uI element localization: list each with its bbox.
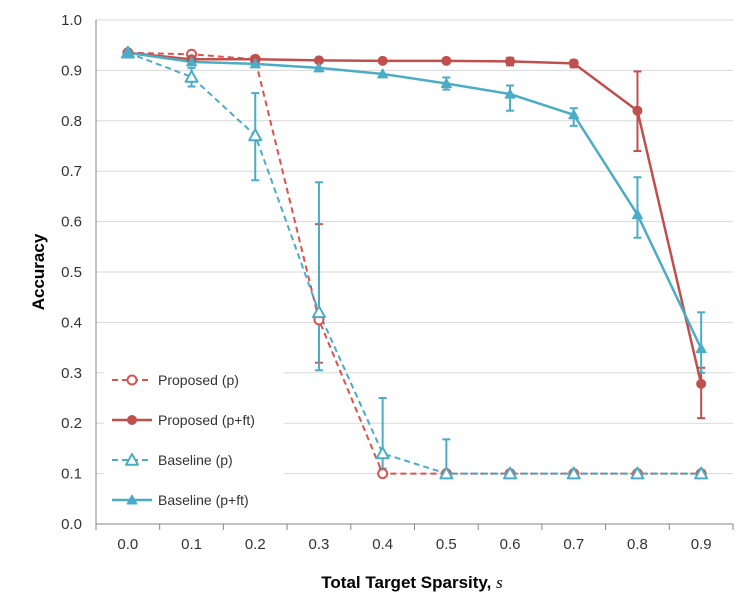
y-tick-label: 0.0 [61, 516, 82, 533]
x-tick-label: 0.0 [117, 536, 138, 553]
data-point-series-2 [568, 58, 579, 69]
legend-label: Proposed (p) [158, 372, 239, 388]
legend-marker [126, 374, 138, 386]
x-tick-label: 0.3 [309, 536, 330, 553]
data-point-series-4 [313, 62, 325, 73]
data-point-series-2 [505, 56, 516, 67]
legend-marker [126, 494, 138, 505]
data-point-series-4 [186, 56, 198, 67]
x-tick-label: 0.7 [563, 536, 584, 553]
x-tick-label: 0.5 [436, 536, 457, 553]
data-point-series-2 [632, 105, 643, 116]
series-line-4 [127, 51, 703, 350]
x-tick-label: 0.6 [500, 536, 521, 553]
x-axis-title: Total Target Sparsity, s [321, 573, 503, 592]
y-tick-label: 0.7 [61, 163, 82, 180]
x-tick-label: 0.8 [627, 536, 648, 553]
data-point-series-3 [503, 466, 518, 480]
axes [95, 20, 734, 530]
data-point-series-1 [377, 468, 389, 480]
data-point-series-4 [568, 109, 580, 120]
y-tick-label: 0.8 [61, 113, 82, 130]
legend-label: Baseline (p+ft) [158, 492, 249, 508]
x-axis-title-symbol: s [496, 573, 503, 592]
legend-marker [125, 453, 139, 466]
y-axis-ticks: 0.0 0.1 0.2 0.3 0.4 0.5 0.6 0.7 0.8 0.9 1.0 [61, 12, 82, 533]
data-point-series-2 [377, 55, 388, 66]
y-tick-label: 0.4 [61, 314, 82, 331]
series-line-3 [127, 51, 702, 475]
data-point-series-4 [440, 78, 452, 89]
data-point-series-4 [631, 209, 643, 220]
legend-background [104, 362, 284, 512]
x-tick-label: 0.4 [372, 536, 393, 553]
x-axis-ticks: 0.0 0.1 0.2 0.3 0.4 0.5 0.6 0.7 0.8 0.9 [117, 536, 711, 553]
legend-label: Baseline (p) [158, 452, 233, 468]
data-point-series-3 [630, 466, 645, 480]
y-tick-label: 0.6 [61, 214, 82, 231]
data-point-series-4 [695, 343, 707, 354]
data-point-series-3 [375, 446, 390, 460]
legend-label: Proposed (p+ft) [158, 412, 255, 428]
data-point-series-3 [694, 466, 709, 480]
y-tick-label: 0.2 [61, 415, 82, 432]
data-point-series-4 [122, 47, 134, 58]
series-line-2 [127, 51, 703, 385]
data-point-series-4 [504, 88, 516, 99]
legend-marker [127, 415, 137, 425]
data-point-series-4 [377, 68, 389, 79]
data-point-series-3 [311, 305, 326, 319]
y-tick-label: 0.5 [61, 264, 82, 281]
data-point-series-3 [248, 128, 263, 142]
data-point-series-4 [249, 58, 261, 69]
x-axis-title-text: Total Target Sparsity, [321, 573, 496, 592]
y-tick-label: 1.0 [61, 12, 82, 29]
x-tick-label: 0.1 [181, 536, 202, 553]
data-point-series-2 [696, 378, 707, 389]
series-lines [127, 51, 703, 475]
legend: Proposed (p) Proposed (p+ft) Baseline (p) B… [104, 362, 284, 512]
data-point-series-3 [439, 466, 454, 480]
y-tick-label: 0.3 [61, 365, 82, 382]
x-tick-label: 0.2 [245, 536, 266, 553]
data-point-series-3 [184, 69, 199, 83]
series-markers [120, 45, 709, 480]
data-point-series-2 [441, 55, 452, 66]
y-tick-label: 0.1 [61, 466, 82, 483]
data-point-series-3 [566, 466, 581, 480]
y-tick-label: 0.9 [61, 62, 82, 79]
y-axis-title: Accuracy [29, 233, 48, 310]
x-tick-label: 0.9 [691, 536, 712, 553]
